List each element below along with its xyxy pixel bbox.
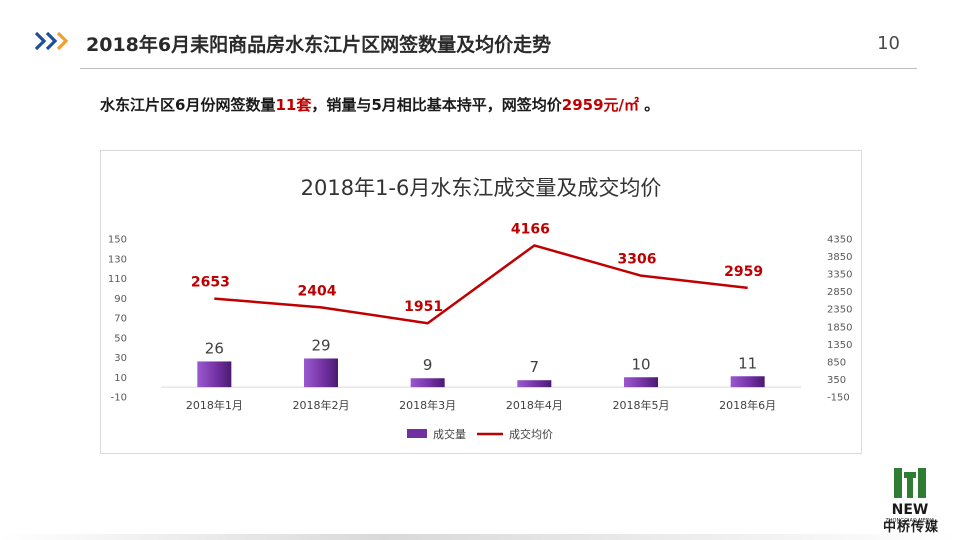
bar-2018年2月 — [304, 358, 338, 388]
x-tick-label: 2018年1月 — [186, 398, 243, 412]
chart-title: 2018年1-6月水东江成交量及成交均价 — [301, 176, 662, 200]
summary-part3: 。 — [639, 96, 660, 114]
chart-frame: 2018年1-6月水东江成交量及成交均价 -10 10 30 50 70 90 110 130… — [100, 150, 862, 454]
y-left-tick-label: 110 — [108, 274, 127, 285]
bar-2018年1月 — [197, 361, 232, 388]
y-left-tick-label: 70 — [114, 314, 127, 325]
bar-data-label: 26 — [205, 339, 224, 357]
chevron-arrows-icon — [34, 31, 69, 51]
summary-count: 11套 — [275, 96, 312, 114]
legend-label-bar: 成交量 — [433, 427, 466, 441]
summary-part1: 水东江片区6月份网签数量 — [100, 96, 276, 114]
y-right-tick-label: -150 — [827, 393, 850, 404]
summary-part2: ，销量与5月相比基本持平，网签均价 — [311, 96, 562, 114]
y-right-tick-label: 350 — [827, 375, 846, 386]
y-right-tick-label: 3850 — [827, 252, 852, 263]
line-data-label: 3306 — [618, 252, 657, 268]
x-tick-label: 2018年3月 — [399, 398, 456, 412]
logo-wordmark: NEW — [892, 502, 929, 518]
header: 2018年6月耒阳商品房水东江片区网签数量及均价走势 10 — [0, 0, 960, 92]
y-right-tick-label: 1850 — [827, 322, 852, 333]
combo-chart: 2018年1-6月水东江成交量及成交均价 -10 10 30 50 70 90 110 130… — [108, 176, 853, 441]
y-left-tick-label: 150 — [108, 235, 127, 246]
page-title: 2018年6月耒阳商品房水东江片区网签数量及均价走势 — [86, 34, 552, 56]
bar-data-label: 11 — [738, 354, 757, 372]
x-tick-label: 2018年4月 — [506, 398, 563, 412]
y-left-tick-label: -10 — [111, 393, 127, 404]
legend-label-line: 成交均价 — [509, 427, 553, 441]
y-left-tick-label: 50 — [114, 333, 127, 344]
bar-data-label: 29 — [311, 336, 330, 354]
line-data-label: 2959 — [724, 264, 763, 280]
bar-data-label: 9 — [423, 356, 433, 374]
line-data-label: 4166 — [511, 221, 550, 237]
x-tick-label: 2018年6月 — [719, 398, 776, 412]
bottom-bar — [0, 534, 960, 540]
bar-2018年6月 — [730, 376, 765, 388]
bar-2018年4月 — [517, 380, 552, 388]
logo-subtitle: ZHONGQIAO MEDIA — [885, 518, 935, 524]
summary-price: 2959元/㎡ — [561, 96, 640, 114]
page-number: 10 — [877, 33, 900, 54]
summary-text: 水东江片区6月份网签数量11套，销量与5月相比基本持平，网签均价2959元/㎡ … — [100, 94, 659, 115]
y-right-tick-label: 4350 — [827, 235, 852, 246]
y-right-tick-label: 850 — [827, 357, 846, 368]
y-left-tick-label: 30 — [114, 353, 127, 364]
company-logo: NEW ZHONGQIAO MEDIA — [885, 468, 935, 524]
x-tick-label: 2018年2月 — [293, 398, 350, 412]
bar-data-label: 7 — [530, 358, 540, 376]
line-data-label: 1951 — [404, 299, 443, 315]
line-data-label: 2404 — [298, 283, 337, 299]
y-right-tick-label: 1350 — [827, 340, 852, 351]
y-right-tick-label: 2350 — [827, 305, 852, 316]
y-right-tick-label: 2850 — [827, 287, 852, 298]
x-tick-label: 2018年5月 — [613, 398, 670, 412]
bar-2018年3月 — [410, 378, 445, 388]
y-left-tick-label: 130 — [108, 254, 127, 265]
logo-name: 中桥传媒 — [882, 520, 939, 535]
header-divider — [80, 68, 917, 69]
bar-data-label: 10 — [631, 355, 650, 373]
y-left-tick-label: 10 — [114, 373, 127, 384]
y-left-tick-label: 90 — [114, 294, 127, 305]
avg-price-line — [214, 244, 748, 325]
y-right-tick-label: 3350 — [827, 270, 852, 281]
bar-2018年5月 — [624, 377, 658, 388]
line-data-label: 2653 — [191, 275, 230, 291]
legend-swatch-bar — [407, 429, 427, 438]
